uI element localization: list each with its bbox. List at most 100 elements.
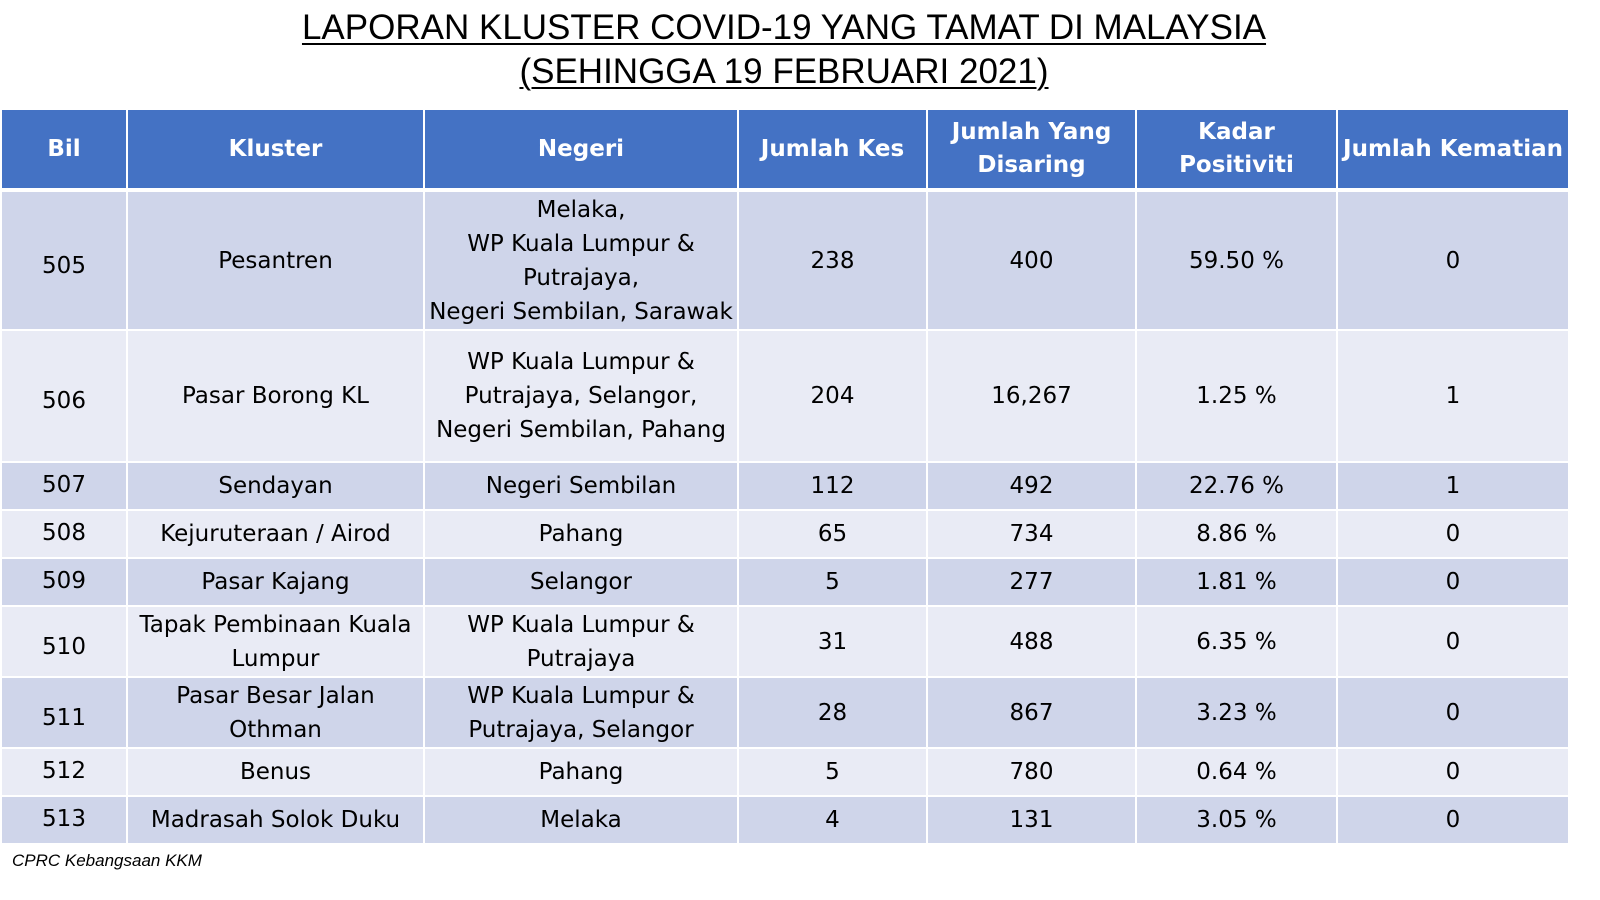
bil-number: 513 [42, 806, 86, 832]
cell-kadar-positiviti: 1.81 % [1135, 557, 1338, 607]
table-row: 510 Tapak Pembinaan Kuala Lumpur WP Kuala L… [0, 605, 1570, 678]
cell-kluster-line: Kejuruteraan / Airod [160, 521, 391, 547]
cell-negeri: Pahang [423, 509, 739, 559]
cell-jumlah-kematian: 1 [1336, 461, 1570, 511]
bil-number: 508 [42, 520, 86, 546]
table-row: 505 Pesantren Melaka, WP Kuala Lumpur & Putr… [0, 189, 1570, 331]
title-line-2: (SEHINGGA 19 FEBRUARI 2021) [519, 52, 1049, 91]
cell-kluster-line: Pasar Kajang [201, 569, 350, 595]
table-row: 508 Kejuruteraan / Airod Pahang 65 734 8.86 %… [0, 509, 1570, 559]
table-row: 511 Pasar Besar Jalan Othman WP Kuala Lump… [0, 676, 1570, 749]
cell-jumlah-kematian: 0 [1336, 509, 1570, 559]
table-row: 507 Sendayan Negeri Sembilan 112 492 22.76 % 1 [0, 461, 1570, 511]
cell-bil: 508 [0, 509, 128, 559]
table-body: 505 Pesantren Melaka, WP Kuala Lumpur & Putr… [0, 189, 1570, 845]
cell-jumlah-kes: 112 [737, 461, 928, 511]
cell-kadar-positiviti: 59.50 % [1135, 189, 1338, 331]
cell-negeri: WP Kuala Lumpur & Putrajaya, Selangor, Neg… [423, 329, 739, 463]
cell-negeri-line: Negeri Sembilan, Pahang [436, 417, 726, 443]
cell-jumlah-kes: 65 [737, 509, 928, 559]
cell-jumlah-disaring: 16,267 [926, 329, 1137, 463]
header-kluster: Kluster [126, 108, 425, 192]
cell-negeri-line: Pahang [538, 759, 624, 785]
cell-kluster: Pasar Besar Jalan Othman [126, 676, 425, 749]
bil-number: 510 [42, 634, 86, 660]
cell-negeri: WP Kuala Lumpur & Putrajaya, Selangor [423, 676, 739, 749]
cell-jumlah-kematian: 0 [1336, 747, 1570, 797]
cell-negeri-line: WP Kuala Lumpur & [467, 230, 695, 257]
cell-negeri-line: Melaka, [536, 196, 626, 223]
table-row: 513 Madrasah Solok Duku Melaka 4 131 3.05 % 0 [0, 795, 1570, 845]
cell-jumlah-kematian: 0 [1336, 189, 1570, 331]
cell-negeri-line: Negeri Sembilan [485, 473, 677, 499]
cell-negeri-line: Negeri Sembilan, Sarawak [429, 298, 733, 325]
table-row: 506 Pasar Borong KL WP Kuala Lumpur & Putra… [0, 329, 1570, 463]
cell-jumlah-kematian: 0 [1336, 795, 1570, 845]
cell-kadar-positiviti: 3.05 % [1135, 795, 1338, 845]
cell-jumlah-kematian: 0 [1336, 605, 1570, 678]
header-kadar-positiviti: Kadar Positiviti [1135, 108, 1338, 192]
source-note: CPRC Kebangsaan KKM [12, 851, 202, 870]
cell-jumlah-kematian: 0 [1336, 676, 1570, 749]
cell-negeri-line: Putrajaya, [522, 264, 640, 291]
cell-negeri: Melaka, WP Kuala Lumpur & Putrajaya, Negeri… [423, 189, 739, 331]
cell-kluster: Tapak Pembinaan Kuala Lumpur [126, 605, 425, 678]
cell-kadar-positiviti: 6.35 % [1135, 605, 1338, 678]
cluster-table: Bil Kluster Negeri Jumlah Kes Jumlah Yan… [0, 108, 1570, 845]
cell-jumlah-disaring: 400 [926, 189, 1137, 331]
cell-negeri: Selangor [423, 557, 739, 607]
cell-negeri-line: Pahang [538, 521, 624, 547]
cell-kluster-line: Sendayan [218, 473, 333, 499]
cell-kluster-line: Pasar Besar Jalan Othman [176, 682, 375, 743]
report-title: LAPORAN KLUSTER COVID-19 YANG TAMAT DI M… [0, 6, 1568, 94]
cell-bil: 507 [0, 461, 128, 511]
cell-kluster-line: Lumpur [231, 645, 320, 672]
title-line-1: LAPORAN KLUSTER COVID-19 YANG TAMAT DI M… [301, 8, 1267, 47]
cell-bil: 511 [0, 676, 128, 749]
cell-jumlah-kes: 5 [737, 557, 928, 607]
cell-kluster: Pesantren [126, 189, 425, 331]
cell-jumlah-disaring: 734 [926, 509, 1137, 559]
cell-negeri-line: WP Kuala Lumpur & [467, 682, 695, 709]
cell-jumlah-disaring: 277 [926, 557, 1137, 607]
cell-jumlah-kes: 4 [737, 795, 928, 845]
cell-kluster: Pasar Borong KL [126, 329, 425, 463]
cell-jumlah-kematian: 0 [1336, 557, 1570, 607]
header-row: Bil Kluster Negeri Jumlah Kes Jumlah Yan… [0, 108, 1570, 192]
cell-negeri-line: Selangor [530, 569, 632, 595]
cell-negeri: Pahang [423, 747, 739, 797]
cell-negeri-line: Putrajaya, Selangor [468, 716, 694, 743]
cell-kluster: Madrasah Solok Duku [126, 795, 425, 845]
cell-jumlah-kematian: 1 [1336, 329, 1570, 463]
cell-kluster: Kejuruteraan / Airod [126, 509, 425, 559]
cell-jumlah-kes: 204 [737, 329, 928, 463]
header-jumlah-disaring: Jumlah Yang Disaring [926, 108, 1137, 192]
header-negeri: Negeri [423, 108, 739, 192]
cell-negeri: Negeri Sembilan [423, 461, 739, 511]
table-row: 512 Benus Pahang 5 780 0.64 % 0 [0, 747, 1570, 797]
cell-kluster-line: Pesantren [218, 247, 333, 274]
header-jumlah-kematian: Jumlah Kematian [1336, 108, 1570, 192]
cell-bil: 512 [0, 747, 128, 797]
cell-jumlah-disaring: 488 [926, 605, 1137, 678]
bil-number: 506 [42, 388, 86, 414]
cell-negeri-line: WP Kuala Lumpur & [467, 611, 695, 638]
cell-kluster: Sendayan [126, 461, 425, 511]
cell-kluster: Pasar Kajang [126, 557, 425, 607]
cell-bil: 510 [0, 605, 128, 678]
cell-jumlah-disaring: 867 [926, 676, 1137, 749]
cell-kluster-line: Pasar Borong KL [181, 383, 370, 409]
cell-negeri: Melaka [423, 795, 739, 845]
cell-kadar-positiviti: 3.23 % [1135, 676, 1338, 749]
cell-kluster-line: Madrasah Solok Duku [150, 807, 401, 833]
cell-kluster-line: Tapak Pembinaan Kuala [139, 611, 412, 638]
cell-kluster-line: Benus [239, 759, 312, 785]
cell-bil: 513 [0, 795, 128, 845]
cell-negeri-line: WP Kuala Lumpur & [467, 349, 695, 375]
bil-number: 505 [42, 253, 86, 279]
cell-negeri-line: Melaka [540, 807, 622, 833]
header-bil: Bil [0, 108, 128, 192]
bil-number: 512 [42, 758, 86, 784]
cell-jumlah-kes: 5 [737, 747, 928, 797]
cell-negeri-line: Putrajaya [526, 645, 636, 672]
